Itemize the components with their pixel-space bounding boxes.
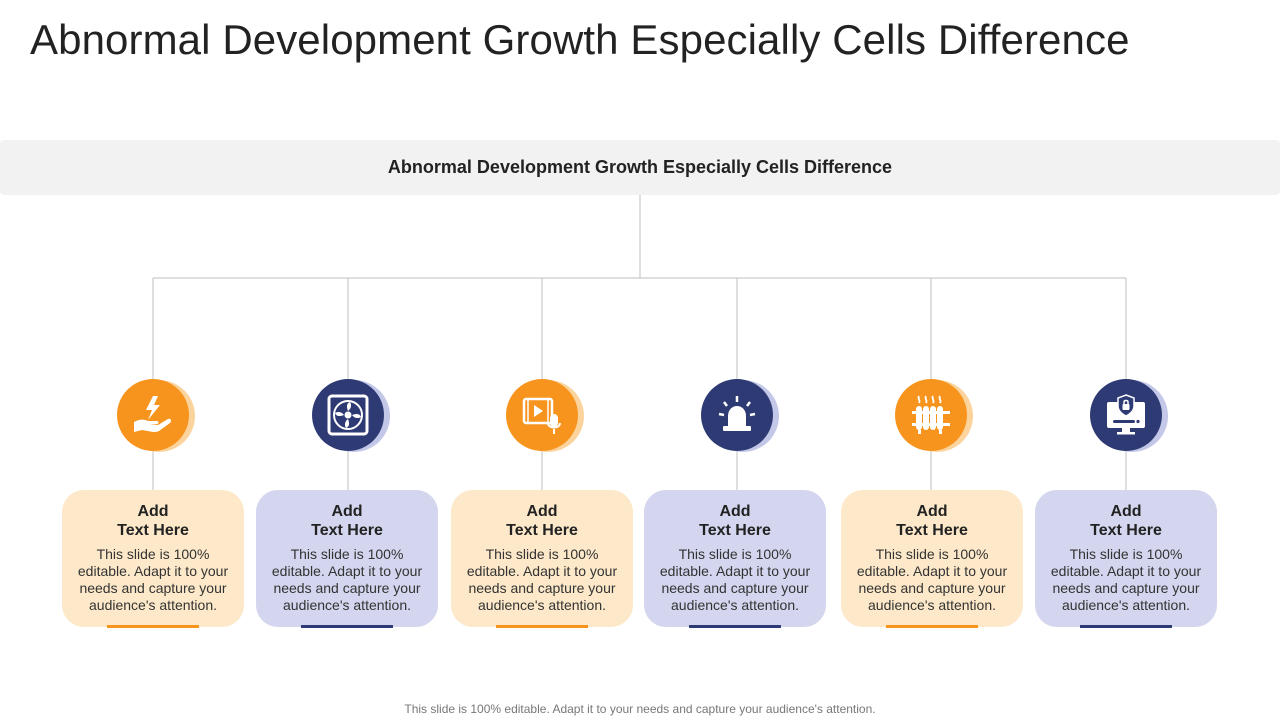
card-accent-bar <box>496 625 588 628</box>
card-heading: Add Text Here <box>311 503 383 539</box>
card-heading: Add Text Here <box>699 503 771 539</box>
fan-icon <box>312 379 384 451</box>
card-accent-bar <box>301 625 393 628</box>
card-heading: Add Text Here <box>1090 503 1162 539</box>
card-3: Add Text Here This slide is 100% editable… <box>451 490 633 628</box>
footer-note: This slide is 100% editable. Adapt it to… <box>404 702 876 716</box>
card-accent-bar <box>1080 625 1172 628</box>
node-3 <box>506 379 584 455</box>
card-4: Add Text Here This slide is 100% editable… <box>644 490 826 628</box>
card-heading: Add Text Here <box>896 503 968 539</box>
heater-icon <box>895 379 967 451</box>
root-banner: Abnormal Development Growth Especially C… <box>0 140 1280 195</box>
card-body: This slide is 100% editable. Adapt it to… <box>856 546 1008 613</box>
card-heading: Add Text Here <box>117 503 189 539</box>
node-6 <box>1090 379 1168 455</box>
secure-computer-icon <box>1090 379 1162 451</box>
card-body: This slide is 100% editable. Adapt it to… <box>1050 546 1202 613</box>
slide-title: Abnormal Development Growth Especially C… <box>30 16 1130 63</box>
card-1: Add Text Here This slide is 100% editable… <box>62 490 244 628</box>
node-5 <box>895 379 973 455</box>
node-4 <box>701 379 779 455</box>
card-accent-bar <box>107 625 199 628</box>
node-2 <box>312 379 390 455</box>
video-mic-icon <box>506 379 578 451</box>
card-body: This slide is 100% editable. Adapt it to… <box>77 546 229 613</box>
card-accent-bar <box>886 625 978 628</box>
hand-lightning-icon <box>117 379 189 451</box>
card-2: Add Text Here This slide is 100% editable… <box>256 490 438 628</box>
card-body: This slide is 100% editable. Adapt it to… <box>271 546 423 613</box>
card-body: This slide is 100% editable. Adapt it to… <box>659 546 811 613</box>
alarm-siren-icon <box>701 379 773 451</box>
node-1 <box>117 379 195 455</box>
card-6: Add Text Here This slide is 100% editable… <box>1035 490 1217 628</box>
card-accent-bar <box>689 625 781 628</box>
card-body: This slide is 100% editable. Adapt it to… <box>466 546 618 613</box>
root-banner-label: Abnormal Development Growth Especially C… <box>387 157 893 177</box>
card-heading: Add Text Here <box>506 503 578 539</box>
card-5: Add Text Here This slide is 100% editable… <box>841 490 1023 628</box>
